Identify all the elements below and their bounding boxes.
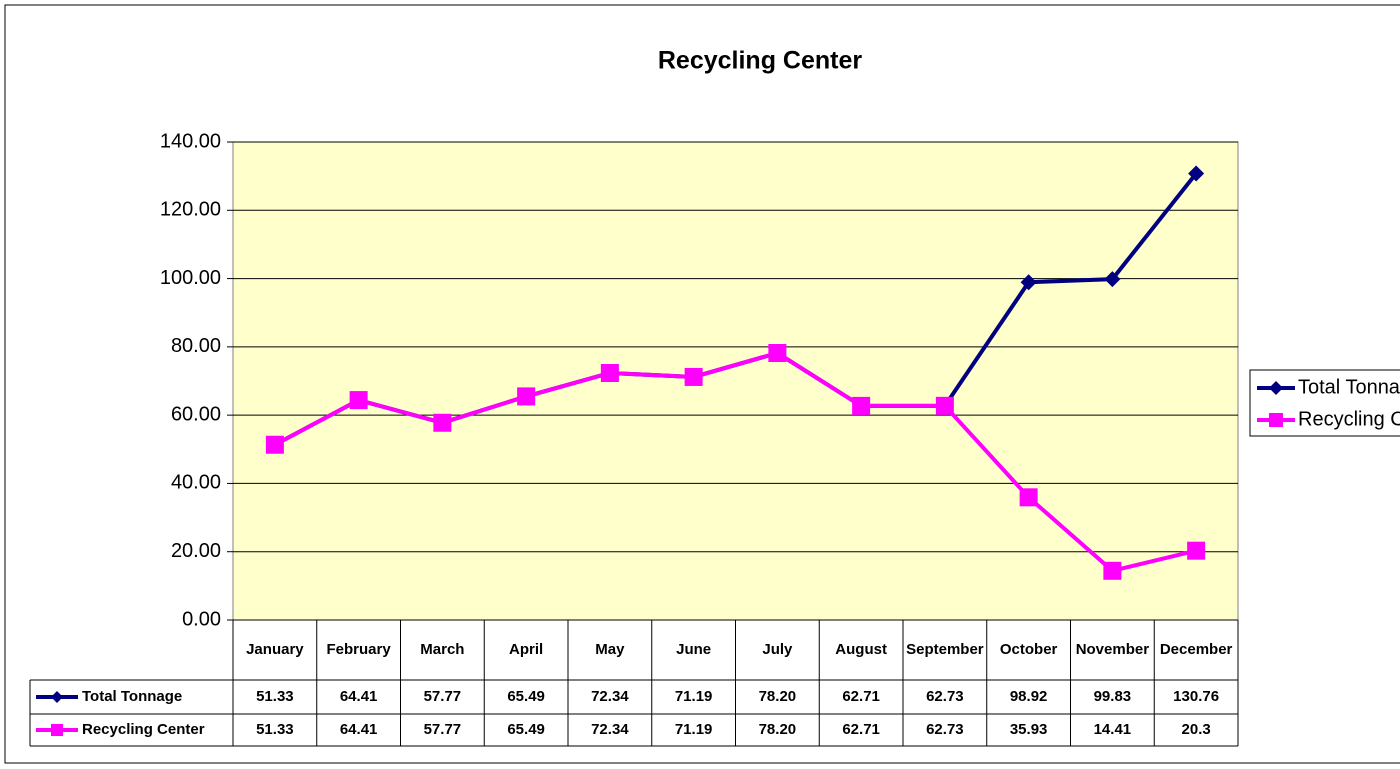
table-value: 35.93 [1010, 721, 1048, 738]
marker [1103, 561, 1122, 580]
marker [517, 387, 536, 406]
chart-title: Recycling Center [658, 47, 863, 75]
x-tick-cell: October [999, 641, 1058, 658]
table-row-label: Total Tonnage [82, 688, 182, 705]
marker [51, 724, 63, 736]
x-tick-label: December [1159, 641, 1233, 658]
table-value: 72.34 [591, 688, 629, 705]
x-tick-cell: July [762, 641, 793, 658]
table-value: 62.73 [926, 721, 964, 738]
table-value: 62.71 [842, 688, 880, 705]
x-tick-label: June [676, 641, 712, 658]
x-tick-cell: June [676, 641, 712, 658]
marker [265, 435, 284, 454]
x-tick-cell: January [246, 641, 304, 658]
marker [1019, 488, 1038, 507]
x-tick-label: September [906, 641, 984, 658]
marker [51, 691, 63, 703]
x-tick-label: July [762, 641, 793, 658]
y-tick-label: 120.00 [160, 199, 221, 221]
table-value: 62.73 [926, 688, 964, 705]
table-value: 57.77 [424, 721, 462, 738]
y-tick-label: 140.00 [160, 130, 221, 152]
x-tick-label: October [999, 641, 1058, 658]
legend-box [1249, 369, 1400, 437]
table-value: 64.41 [340, 688, 378, 705]
plot-area [232, 141, 1239, 621]
y-tick-label: 100.00 [160, 267, 221, 289]
y-tick-label: 60.00 [171, 403, 221, 425]
y-tick-label: 80.00 [171, 335, 221, 357]
x-tick-label: February [326, 641, 391, 658]
marker [935, 396, 954, 415]
table-value: 130.76 [1173, 688, 1219, 705]
table-value: 65.49 [507, 688, 545, 705]
marker [852, 396, 871, 415]
y-tick-label: 20.00 [171, 540, 221, 562]
x-tick-cell: November [1075, 641, 1150, 658]
x-tick-label: August [835, 641, 887, 658]
table-value: 51.33 [256, 721, 294, 738]
x-tick-cell: February [326, 641, 391, 658]
series [265, 344, 1206, 580]
table-value: 65.49 [507, 721, 545, 738]
marker [1269, 381, 1283, 395]
table-value: 72.34 [591, 721, 629, 738]
legend-label: Total Tonnage [1298, 376, 1400, 398]
x-tick-cell: April [509, 641, 544, 658]
series-line [273, 350, 1197, 573]
x-tick-cell: December [1159, 641, 1233, 658]
marker [1187, 541, 1206, 560]
x-tick-cell: May [595, 641, 625, 658]
marker [1104, 271, 1121, 288]
x-tick-cell: August [835, 641, 887, 658]
table-value: 14.41 [1094, 721, 1132, 738]
marker [768, 344, 787, 363]
x-tick-label: May [595, 641, 625, 658]
x-tick-label: April [509, 641, 544, 658]
legend-label: Recycling Center [1298, 408, 1400, 430]
table-value: 57.77 [424, 688, 462, 705]
table-value: 78.20 [759, 721, 797, 738]
x-tick-label: March [420, 641, 465, 658]
y-tick-label: 40.00 [171, 472, 221, 494]
marker [600, 364, 619, 383]
table-value: 78.20 [759, 688, 797, 705]
table-value: 51.33 [256, 688, 294, 705]
table-value: 98.92 [1010, 688, 1048, 705]
x-tick-cell: September [906, 641, 984, 658]
x-tick-label: January [246, 641, 304, 658]
marker [349, 391, 368, 410]
x-tick-cell: March [420, 641, 465, 658]
marker [1269, 413, 1283, 427]
table-value: 71.19 [675, 721, 713, 738]
marker [433, 413, 452, 432]
table-value: 71.19 [675, 688, 713, 705]
table-value: 62.71 [842, 721, 880, 738]
y-tick-label: 0.00 [182, 608, 221, 630]
table-value: 99.83 [1094, 688, 1132, 705]
table-row-label: Recycling Center [82, 721, 205, 738]
x-tick-label: November [1075, 641, 1150, 658]
table-value: 20.3 [1182, 721, 1211, 738]
marker [1020, 274, 1037, 291]
table-value: 64.41 [340, 721, 378, 738]
marker [684, 367, 703, 386]
marker [1188, 165, 1205, 182]
